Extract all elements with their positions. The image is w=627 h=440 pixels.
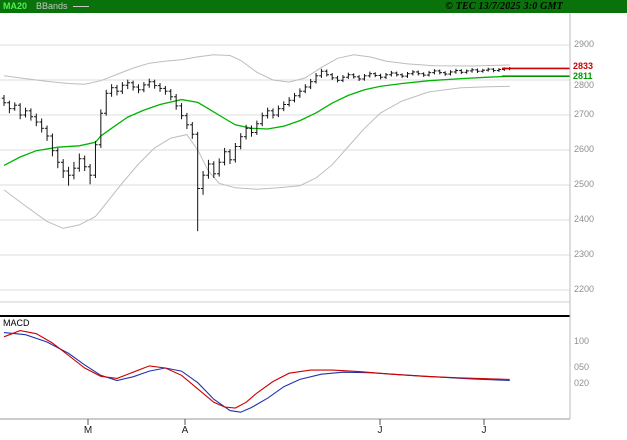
macd-panel-label: MACD bbox=[3, 318, 30, 328]
price-axis-label: 2800 bbox=[574, 80, 595, 90]
macd-axis-label: 020 bbox=[574, 377, 590, 388]
price-marker-low: 2811 bbox=[573, 71, 593, 81]
bbands-line-swatch bbox=[72, 6, 89, 7]
legend-bar: MA20 BBands © TEC 13/7/2025 3:0 GMT bbox=[0, 0, 627, 13]
bbands-legend-label: BBands bbox=[36, 1, 68, 11]
macd-axis-label: 100 bbox=[574, 336, 590, 346]
price-axis-label: 2700 bbox=[574, 109, 595, 119]
x-axis-month-label: A bbox=[181, 425, 189, 436]
x-axis-month-label: J bbox=[481, 425, 487, 436]
x-axis-month-label: J bbox=[377, 425, 383, 436]
copyright-text: © TEC 13/7/2025 3:0 GMT bbox=[445, 1, 563, 12]
price-axis-label: 2500 bbox=[574, 179, 595, 189]
ma20-legend-label: MA20 bbox=[3, 1, 28, 11]
x-axis-month-label: M bbox=[83, 425, 93, 436]
price-axis-label: 2600 bbox=[574, 144, 595, 154]
price-axis-label: 2300 bbox=[574, 249, 595, 259]
macd-axis-label: 050 bbox=[574, 362, 590, 372]
price-axis-label: 2900 bbox=[574, 39, 595, 49]
price-axis-label: 2200 bbox=[574, 284, 595, 294]
price-marker-high: 2833 bbox=[573, 61, 594, 71]
price-axis-label: 2400 bbox=[574, 214, 595, 224]
